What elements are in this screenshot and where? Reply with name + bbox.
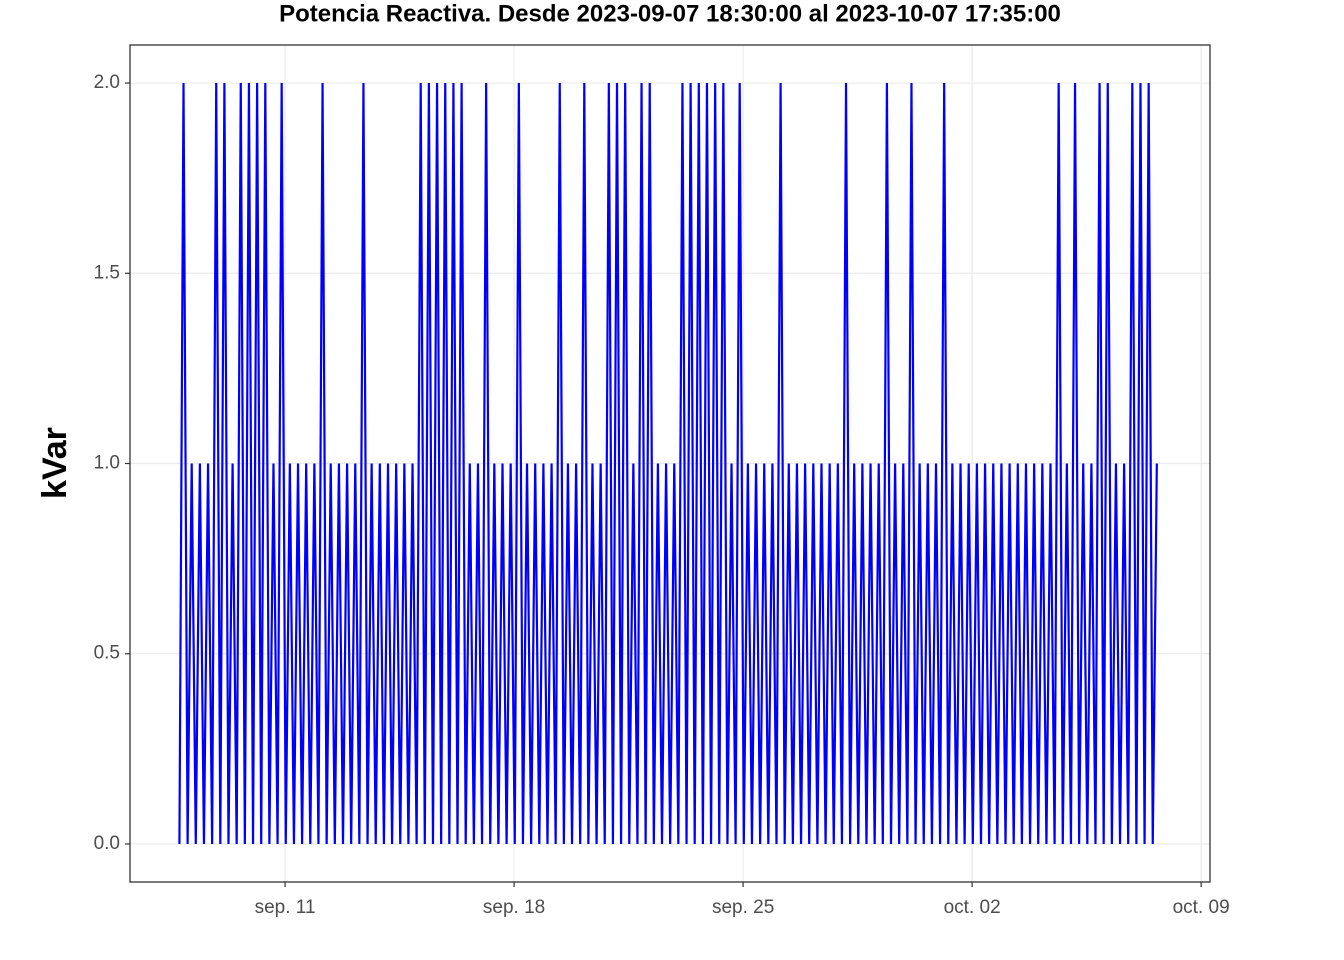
x-tick-label: oct. 02 [944, 897, 1001, 918]
y-tick-label: 2.0 [94, 72, 120, 93]
series-line [178, 83, 1158, 844]
y-tick-label: 0.0 [94, 833, 120, 854]
chart-title: Potencia Reactiva. Desde 2023-09-07 18:3… [279, 0, 1061, 27]
y-axis-label: kVar [36, 427, 74, 499]
x-tick-label: sep. 25 [712, 897, 774, 918]
x-tick-label: sep. 18 [483, 897, 545, 918]
x-tick-label: oct. 09 [1173, 897, 1230, 918]
y-tick-label: 0.5 [94, 643, 120, 664]
y-tick-label: 1.5 [94, 262, 120, 283]
x-tick-label: sep. 11 [255, 897, 316, 918]
y-tick-label: 1.0 [94, 453, 120, 474]
plot-area [178, 83, 1158, 844]
